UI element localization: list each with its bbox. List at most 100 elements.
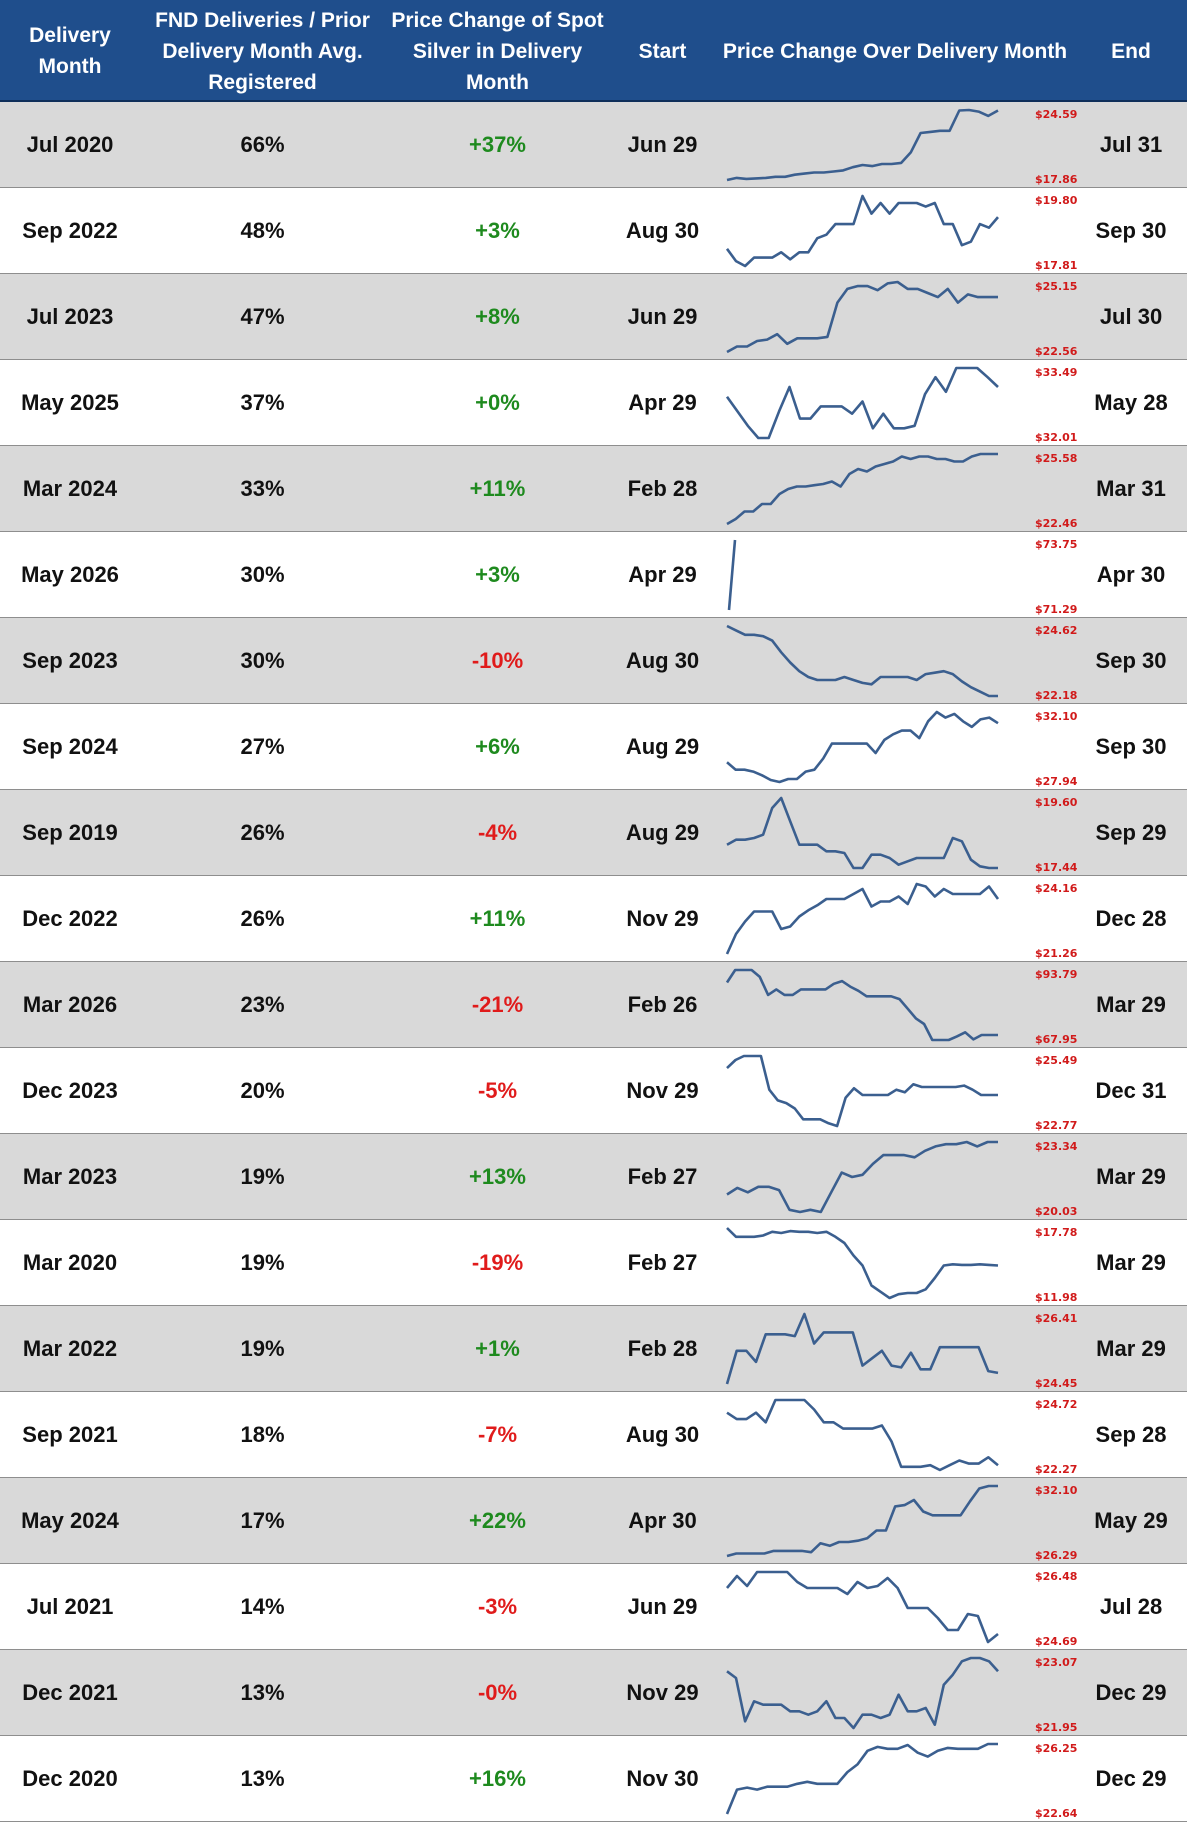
- start-date-cell: Apr 29: [628, 562, 697, 587]
- sparkline-chart: $26.48 $24.69: [726, 1570, 1077, 1648]
- sparkline-series: [727, 539, 737, 611]
- end-date-cell: Sep 30: [1095, 734, 1167, 759]
- sparkline-max-label: $19.60: [1035, 796, 1078, 809]
- price-change-cell: +13%: [469, 1164, 526, 1189]
- sparkline-series: [725, 968, 998, 1042]
- sparkline-series: [725, 1742, 998, 1815]
- delivery-month-cell: Jul 2020: [26, 132, 114, 157]
- price-change-cell: +11%: [469, 906, 526, 931]
- start-date-cell: Nov 29: [626, 1078, 699, 1103]
- price-change-cell: +11%: [469, 476, 526, 501]
- end-date-cell: Jul 28: [1099, 1594, 1163, 1619]
- sparkline-max-label: $24.16: [1035, 882, 1078, 895]
- table-row: Mar 2024 33% +11% Feb 28 Mar 31 $25.58 $22.46: [0, 446, 1187, 532]
- end-date-cell: Sep 30: [1095, 218, 1167, 243]
- fnd-ratio-cell: 13%: [240, 1680, 285, 1705]
- sparkline-max-label: $26.48: [1035, 1570, 1077, 1583]
- sparkline-series: [725, 366, 999, 440]
- start-date-cell: Nov 30: [626, 1766, 699, 1791]
- sparkline-series: [725, 194, 999, 268]
- sparkline-min-label: $22.18: [1035, 689, 1077, 702]
- sparkline-series: [726, 1140, 998, 1214]
- fnd-ratio-cell: 33%: [240, 476, 285, 501]
- price-change-cell: -3%: [477, 1594, 518, 1619]
- price-change-cell: +8%: [475, 304, 520, 329]
- table-row: Dec 2022 26% +11% Nov 29 Dec 28 $24.16 $21.26: [0, 876, 1187, 962]
- sparkline-min-label: $17.44: [1035, 861, 1078, 874]
- start-date-cell: Feb 27: [627, 1164, 698, 1189]
- end-date-cell: Dec 29: [1095, 1766, 1167, 1791]
- sparkline-min-label: $17.81: [1035, 259, 1077, 272]
- sparkline-chart: $26.25 $22.64: [725, 1742, 1078, 1820]
- sparkline-min-label: $24.45: [1035, 1377, 1077, 1390]
- sparkline-min-label: $11.98: [1035, 1291, 1077, 1304]
- price-change-cell: +6%: [475, 734, 520, 759]
- end-date-cell: May 28: [1094, 390, 1168, 415]
- sparkline-chart: $19.80 $17.81: [725, 194, 1078, 272]
- price-change-cell: +3%: [475, 562, 520, 587]
- delivery-month-cell: May 2026: [21, 562, 119, 587]
- start-date-cell: Feb 28: [627, 476, 698, 501]
- fnd-ratio-cell: 37%: [240, 390, 285, 415]
- sparkline-min-label: $21.26: [1035, 947, 1078, 960]
- sparkline-max-label: $93.79: [1035, 968, 1077, 981]
- sparkline-series: [726, 452, 998, 526]
- sparkline-min-label: $27.94: [1035, 775, 1078, 788]
- end-date-cell: Dec 29: [1095, 1680, 1167, 1705]
- sparkline-max-label: $17.78: [1035, 1226, 1077, 1239]
- delivery-month-cell: Mar 2026: [22, 992, 118, 1017]
- sparkline-max-label: $24.62: [1035, 624, 1077, 637]
- delivery-month-cell: Mar 2022: [22, 1336, 118, 1361]
- end-date-cell: Mar 29: [1096, 1336, 1166, 1361]
- end-date-cell: Sep 29: [1095, 820, 1167, 845]
- sparkline-min-label: $17.86: [1035, 173, 1078, 186]
- start-date-cell: Feb 27: [627, 1250, 698, 1275]
- table-row: Dec 2021 13% -0% Nov 29 Dec 29 $23.07 $21.95: [0, 1650, 1187, 1736]
- sparkline-chart: $25.15 $22.56: [726, 280, 1078, 358]
- header-price-change: Price Change of Spot Silver in Delivery …: [391, 8, 604, 94]
- table-row: Mar 2023 19% +13% Feb 27 Mar 29 $23.34 $20.03: [0, 1134, 1187, 1220]
- delivery-month-cell: Mar 2024: [22, 476, 118, 501]
- fnd-ratio-cell: 47%: [240, 304, 285, 329]
- price-change-cell: -4%: [477, 820, 518, 845]
- header-start: Start: [638, 39, 687, 63]
- price-change-cell: +37%: [469, 132, 526, 157]
- table-header: Delivery Month FND Deliveries / Prior De…: [0, 0, 1187, 102]
- sparkline-chart: $24.62 $22.18: [726, 624, 1077, 702]
- end-date-cell: Sep 28: [1095, 1422, 1167, 1447]
- table-row: May 2025 37% +0% Apr 29 May 28 $33.49 $32.01: [0, 360, 1187, 446]
- price-change-cell: -10%: [471, 648, 524, 673]
- sparkline-min-label: $22.56: [1035, 345, 1078, 358]
- header-sparkline: Price Change Over Delivery Month: [722, 39, 1068, 63]
- price-change-cell: -0%: [477, 1680, 518, 1705]
- sparkline-chart: $19.60 $17.44: [726, 796, 1078, 874]
- end-date-cell: Dec 28: [1095, 906, 1167, 931]
- start-date-cell: Feb 28: [627, 1336, 698, 1361]
- delivery-month-cell: May 2025: [21, 390, 119, 415]
- sparkline-max-label: $26.41: [1035, 1312, 1077, 1325]
- sparkline-chart: $24.59 $17.86: [726, 108, 1078, 186]
- fnd-ratio-cell: 30%: [240, 562, 285, 587]
- fnd-ratio-cell: 19%: [240, 1164, 285, 1189]
- end-date-cell: Apr 30: [1096, 562, 1166, 587]
- start-date-cell: Aug 30: [625, 1422, 700, 1447]
- sparkline-max-label: $25.49: [1035, 1054, 1077, 1067]
- price-change-cell: +16%: [469, 1766, 526, 1791]
- table-row: Mar 2022 19% +1% Feb 28 Mar 29 $26.41 $24.45: [0, 1306, 1187, 1392]
- delivery-month-cell: Dec 2021: [22, 1680, 118, 1705]
- end-date-cell: Sep 30: [1095, 648, 1167, 673]
- price-change-cell: +22%: [469, 1508, 526, 1533]
- sparkline-max-label: $26.25: [1035, 1742, 1077, 1755]
- delivery-month-cell: Jul 2021: [26, 1594, 114, 1619]
- price-change-cell: -21%: [471, 992, 524, 1017]
- table-row: May 2026 30% +3% Apr 29 Apr 30 $73.75 $71.29: [0, 532, 1187, 618]
- fnd-ratio-cell: 26%: [240, 906, 285, 931]
- fnd-ratio-cell: 30%: [240, 648, 285, 673]
- sparkline-series: [726, 1227, 999, 1300]
- sparkline-series: [726, 1054, 998, 1128]
- sparkline-chart: $26.41 $24.45: [725, 1312, 1077, 1390]
- delivery-month-cell: Sep 2021: [22, 1422, 118, 1447]
- table-row: Dec 2023 20% -5% Nov 29 Dec 31 $25.49 $22.77: [0, 1048, 1187, 1134]
- delivery-month-cell: Sep 2022: [22, 218, 118, 243]
